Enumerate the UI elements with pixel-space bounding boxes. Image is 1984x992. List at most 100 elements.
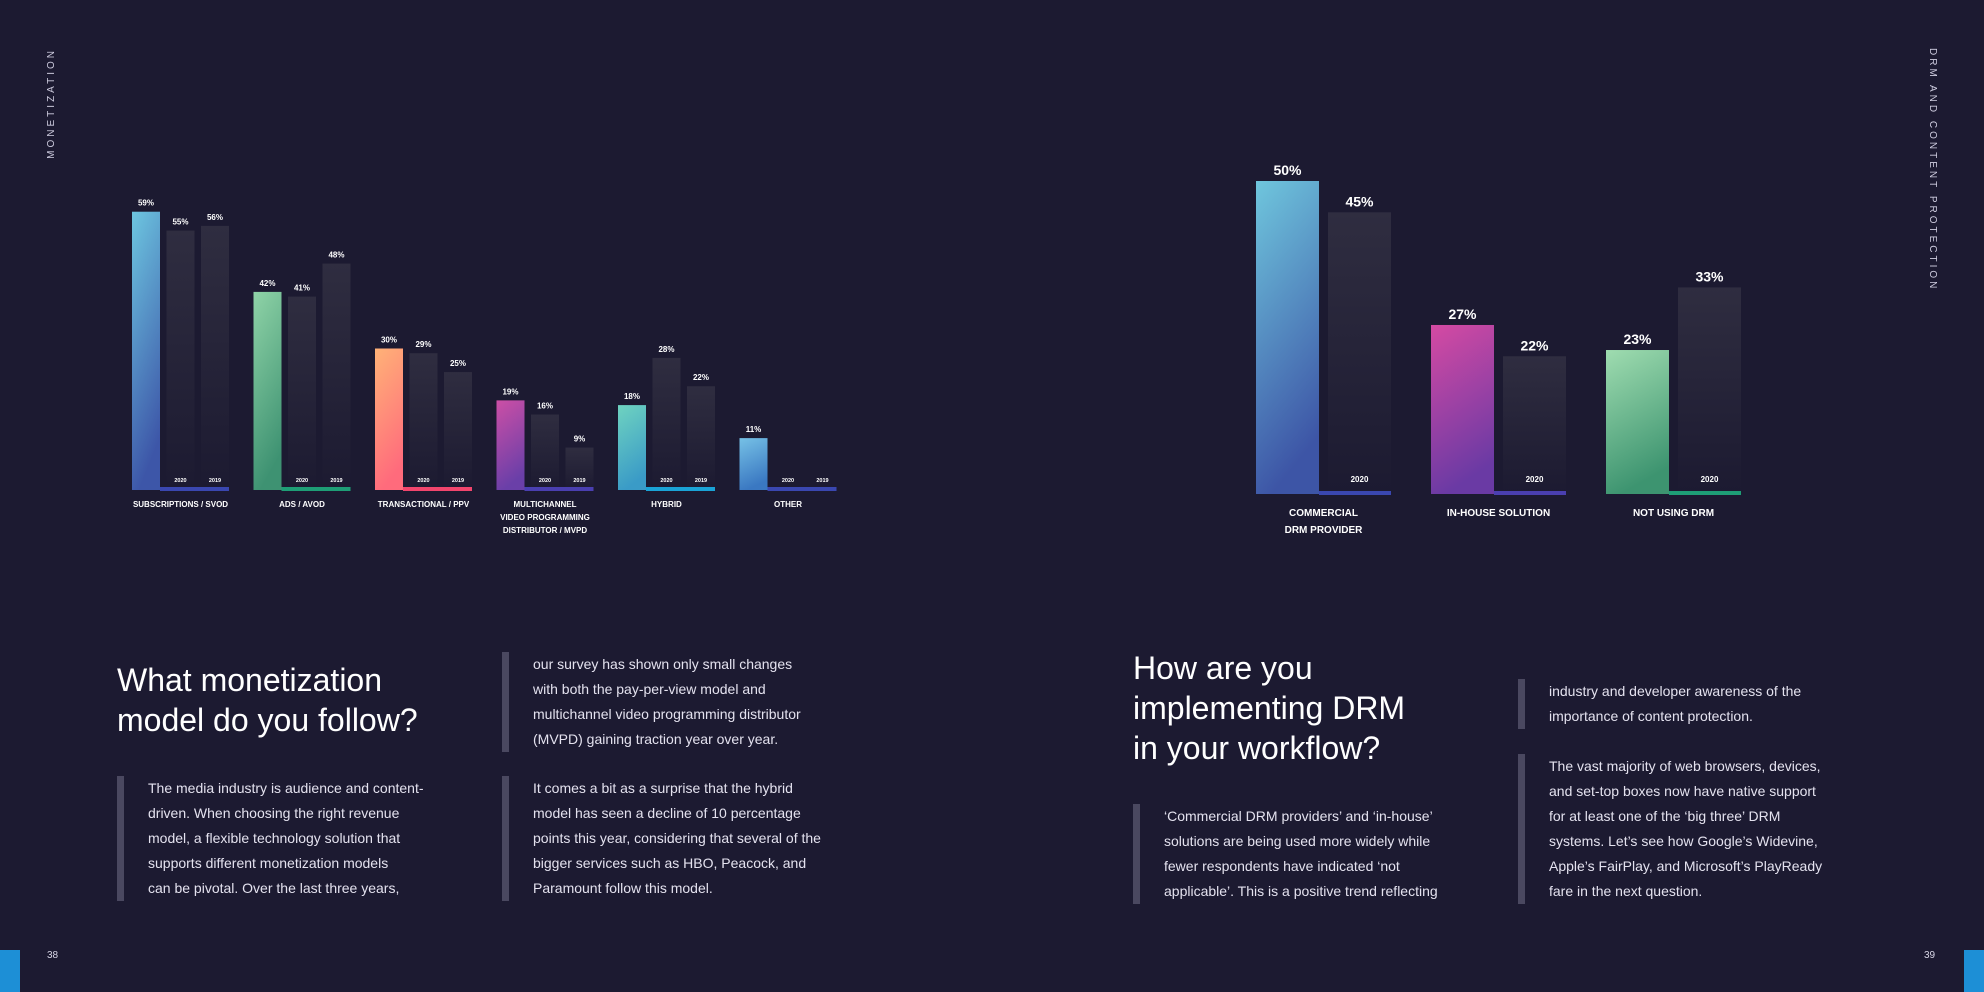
bar [531, 414, 559, 490]
bar [1328, 212, 1391, 495]
group-underline [1494, 491, 1566, 495]
category-label: OTHER [774, 500, 802, 509]
bar [201, 225, 229, 490]
text-line: solutions are being used more widely whi… [1164, 833, 1431, 849]
heading-line: implementing DRM [1133, 690, 1406, 726]
bar-value-label: 28% [658, 345, 674, 354]
text-line: The vast majority of web browsers, devic… [1549, 758, 1821, 774]
category-label: ADS / AVOD [279, 500, 325, 509]
section-label-drm: DRM AND CONTENT PROTECTION [1927, 48, 1938, 292]
text-line: driven. When choosing the right revenue [148, 805, 400, 821]
bar-value-label: 29% [415, 340, 431, 349]
text-line: systems. Let’s see how Google’s Widevine… [1549, 833, 1818, 849]
bar-year-label: 2019 [209, 478, 221, 484]
text-line: (MVPD) gaining traction year over year. [533, 731, 779, 747]
bar-value-label: 16% [537, 402, 553, 411]
category-label: HYBRID [651, 500, 682, 509]
bar [166, 230, 195, 491]
text-line: applicable’. This is a positive trend re… [1164, 883, 1438, 899]
drm-heading: How are you implementing DRM in your wor… [1133, 648, 1405, 768]
bar-year-label: 2019 [573, 478, 585, 484]
bar-value-label: 55% [172, 218, 188, 227]
bar [652, 357, 681, 490]
bar-year-label: 2020 [1526, 475, 1544, 484]
bar [1256, 181, 1319, 494]
text-line: our survey has shown only small changes [533, 656, 793, 672]
bar [375, 348, 403, 490]
text-line: Paramount follow this model. [533, 880, 713, 896]
corner-marker-left [0, 950, 20, 992]
bar [618, 405, 646, 490]
text-line: can be pivotal. Over the last three year… [148, 880, 400, 896]
bar-value-label: 59% [138, 199, 154, 208]
bar [1606, 350, 1669, 494]
drm-paragraph-2: industry and developer awareness of the … [1518, 679, 1869, 729]
category-label: NOT USING DRM [1633, 508, 1714, 519]
category-label: MULTICHANNEL [514, 500, 577, 509]
category-label: DISTRIBUTOR / MVPD [503, 526, 588, 535]
category-label: COMMERCIAL [1289, 508, 1358, 519]
group-underline [524, 487, 594, 491]
bar-value-label: 22% [1520, 337, 1549, 353]
page-number-right: 39 [1924, 950, 1936, 961]
drm-bar-chart: 50% 45% 2020 COMMERCIAL DRM PROVIDER 27% 22% 20… [1256, 162, 1741, 536]
heading-line: What monetization [117, 662, 383, 698]
text-line: ‘Commercial DRM providers’ and ‘in-house… [1164, 808, 1433, 824]
text-line: industry and developer awareness of the [1549, 683, 1802, 699]
group-underline [1669, 491, 1741, 495]
monetization-paragraph-2: our survey has shown only small changes … [502, 652, 873, 752]
bar-value-label: 22% [693, 373, 709, 382]
group-underline [281, 487, 351, 491]
category-label: TRANSACTIONAL / PPV [378, 500, 470, 509]
bar [739, 438, 768, 490]
corner-marker-right [1964, 950, 1984, 992]
bar-value-label: 23% [1623, 331, 1652, 347]
bar-value-label: 50% [1273, 162, 1302, 178]
bar-value-label: 33% [1695, 268, 1724, 284]
bar [687, 386, 715, 490]
group-underline [767, 487, 837, 491]
bar [253, 291, 282, 490]
bar-value-label: 25% [450, 359, 466, 368]
heading-line: model do you follow? [117, 702, 418, 738]
bar-year-label: 2020 [660, 478, 672, 484]
page-number-left: 38 [47, 950, 59, 961]
bar-year-label: 2020 [782, 478, 794, 484]
bar-year-label: 2020 [539, 478, 551, 484]
bar-year-label: 2019 [452, 478, 464, 484]
bar-year-label: 2019 [816, 478, 828, 484]
text-line: bigger services such as HBO, Peacock, an… [533, 855, 807, 871]
bar [322, 263, 351, 490]
bar-year-label: 2020 [417, 478, 429, 484]
group-underline [646, 487, 715, 491]
text-line: supports different monetization models [148, 855, 389, 871]
text-line: with both the pay-per-view model and [533, 681, 766, 697]
drm-paragraph-1: ‘Commercial DRM providers’ and ‘in-house… [1133, 804, 1484, 904]
text-line: for at least one of the ‘big three’ DRM [1549, 808, 1781, 824]
category-label: SUBSCRIPTIONS / SVOD [133, 500, 228, 509]
text-line: and set-top boxes now have native suppor… [1549, 783, 1816, 799]
category-label: VIDEO PROGRAMMING [500, 513, 590, 522]
bar-value-label: 9% [574, 435, 586, 444]
bar-value-label: 11% [746, 425, 762, 434]
bar [496, 400, 525, 490]
text-line: multichannel video programming distribut… [533, 706, 801, 722]
bar-year-label: 2020 [174, 478, 186, 484]
bar-value-label: 42% [259, 279, 275, 288]
text-line: It comes a bit as a surprise that the hy… [533, 780, 793, 796]
bar-value-label: 18% [624, 392, 640, 401]
bar [444, 372, 472, 490]
bar-value-label: 30% [381, 336, 397, 345]
category-label: DRM PROVIDER [1285, 525, 1364, 536]
bar-value-label: 45% [1345, 193, 1374, 209]
bar-value-label: 48% [328, 251, 344, 260]
bar-value-label: 56% [207, 213, 223, 222]
heading-line: in your workflow? [1133, 730, 1381, 766]
category-label: IN-HOUSE SOLUTION [1447, 508, 1550, 519]
monetization-paragraph-3: It comes a bit as a surprise that the hy… [502, 776, 878, 901]
bar [132, 211, 160, 490]
bar [1431, 324, 1494, 494]
monetization-heading: What monetization model do you follow? [117, 660, 418, 740]
bar [565, 447, 594, 490]
text-line: Apple’s FairPlay, and Microsoft’s PlayRe… [1549, 858, 1823, 874]
